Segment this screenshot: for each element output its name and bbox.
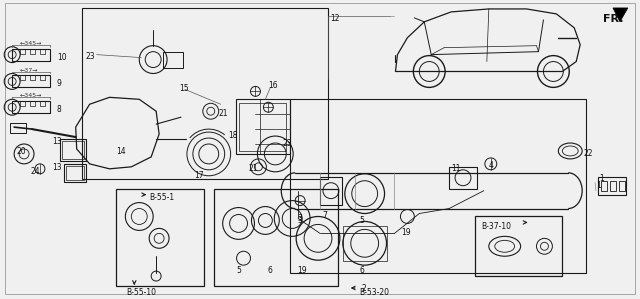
Polygon shape	[613, 8, 628, 22]
Bar	[163, 52, 183, 68]
Text: 20: 20	[16, 147, 26, 156]
Text: B-37-10: B-37-10	[481, 222, 511, 231]
Text: 12: 12	[330, 14, 339, 23]
Text: 21: 21	[248, 164, 258, 173]
Text: 17: 17	[194, 171, 204, 180]
Bar	[40, 49, 45, 54]
Text: 24: 24	[30, 167, 40, 176]
Bar	[20, 101, 25, 106]
Text: 9: 9	[57, 80, 61, 89]
Text: ←345→: ←345→	[20, 93, 42, 98]
Bar	[60, 139, 86, 161]
Bar	[66, 166, 84, 180]
Text: 5: 5	[360, 216, 365, 225]
Text: 11: 11	[451, 164, 461, 173]
Bar	[343, 226, 387, 261]
Text: 19: 19	[298, 266, 307, 275]
Text: 2: 2	[362, 284, 367, 293]
Bar	[30, 75, 35, 80]
Bar	[30, 49, 35, 54]
Text: B-53-20: B-53-20	[360, 288, 390, 297]
Text: ←37→: ←37→	[20, 68, 38, 73]
Bar	[12, 75, 50, 87]
Text: 23: 23	[282, 139, 292, 148]
Bar	[10, 123, 26, 133]
Bar	[236, 99, 290, 154]
Bar	[116, 189, 204, 286]
Bar	[290, 99, 586, 273]
Text: 22: 22	[583, 149, 593, 158]
Text: 5: 5	[236, 266, 241, 275]
Text: 1: 1	[599, 174, 604, 183]
Bar	[40, 101, 45, 106]
Bar	[82, 8, 328, 179]
Text: 15: 15	[179, 84, 189, 93]
Text: 13: 13	[52, 163, 61, 172]
Text: 7: 7	[322, 210, 327, 219]
Bar	[12, 49, 50, 61]
Bar	[214, 189, 338, 286]
Text: 3: 3	[298, 216, 303, 225]
Text: FR.: FR.	[603, 14, 623, 24]
Text: 4: 4	[489, 161, 493, 170]
Text: 6: 6	[268, 266, 273, 275]
Bar	[619, 181, 625, 191]
Text: 10: 10	[57, 53, 67, 62]
Text: 18: 18	[228, 131, 238, 140]
Bar	[601, 181, 607, 191]
Bar	[64, 164, 86, 182]
Bar	[62, 141, 84, 159]
Bar	[449, 167, 477, 189]
Text: 1: 1	[596, 181, 601, 190]
Bar	[475, 216, 563, 276]
Text: 23: 23	[86, 52, 95, 61]
Bar	[12, 101, 50, 113]
Bar	[610, 181, 616, 191]
Text: 6: 6	[360, 266, 365, 275]
Bar	[20, 75, 25, 80]
Bar	[239, 103, 286, 151]
Text: 3: 3	[298, 213, 303, 222]
Text: ←345→: ←345→	[20, 41, 42, 46]
Text: 14: 14	[116, 147, 126, 156]
Text: 21: 21	[219, 109, 228, 118]
Text: 19: 19	[401, 228, 411, 237]
Bar	[20, 49, 25, 54]
Bar	[320, 177, 342, 205]
Text: 13: 13	[52, 137, 61, 146]
Text: 8: 8	[57, 105, 61, 114]
Text: B-55-1: B-55-1	[149, 193, 174, 202]
Text: 16: 16	[268, 81, 278, 90]
Bar	[598, 177, 626, 195]
Text: B-55-10: B-55-10	[126, 288, 156, 297]
Bar	[30, 101, 35, 106]
Bar	[40, 75, 45, 80]
